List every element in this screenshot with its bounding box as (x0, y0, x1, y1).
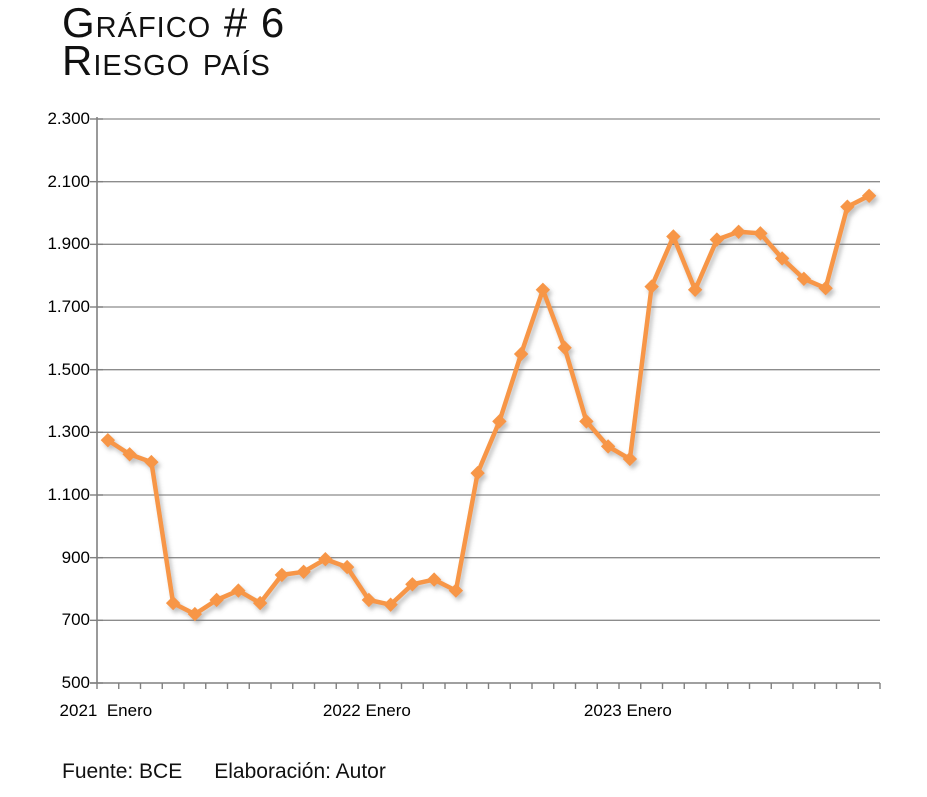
data-point-marker (122, 447, 137, 462)
data-point-marker (513, 346, 529, 362)
data-point-marker (144, 454, 159, 470)
data-point-marker (448, 583, 464, 598)
data-point-marker (600, 439, 616, 454)
data-point-marker (666, 229, 681, 244)
data-point-marker (861, 188, 877, 203)
data-point-marker (731, 224, 746, 239)
y-tick-label: 1.900 (47, 234, 90, 254)
data-point-marker (426, 572, 442, 587)
data-point-marker (209, 592, 224, 608)
x-tick-label: 2023 Enero (583, 701, 672, 720)
y-tick-label: 1.700 (47, 297, 90, 316)
x-tick-label: 2021 Enero (59, 701, 153, 720)
data-point-marker (557, 340, 572, 355)
riesgo-pais-series (100, 188, 877, 622)
data-point-marker (405, 577, 420, 592)
data-point-marker (274, 567, 290, 583)
data-point-marker (774, 251, 790, 266)
chart-subtitle: Riesgo país (62, 37, 271, 84)
data-point-marker (796, 271, 812, 286)
chart-title: Gráfico # 6 (62, 0, 286, 46)
data-point-marker (492, 414, 507, 429)
data-point-marker (100, 432, 116, 448)
series-line (105, 193, 872, 617)
y-tick-label: 700 (61, 610, 90, 630)
y-tick-label: 500 (61, 673, 90, 692)
data-point-marker (535, 282, 551, 297)
y-tick-label: 900 (61, 547, 90, 567)
data-point-marker (383, 597, 398, 612)
data-point-marker (252, 595, 268, 611)
source-text: Fuente: BCE (62, 760, 183, 783)
data-point-marker (644, 279, 659, 294)
elaboration-text: Elaboración: Autor (214, 760, 386, 783)
data-point-marker (687, 282, 703, 297)
data-point-marker (339, 559, 355, 575)
y-tick-label: 1.500 (47, 359, 90, 379)
chart-title-block: Gráfico # 6 Riesgo país (62, 0, 286, 84)
y-tick-label: 1.100 (47, 485, 90, 504)
data-point-marker (470, 465, 485, 481)
data-point-marker (187, 606, 203, 622)
y-tick-label: 2.300 (47, 109, 90, 128)
data-point-marker (840, 199, 855, 214)
data-point-marker (709, 232, 725, 247)
y-tick-label: 1.300 (47, 422, 90, 442)
source-note: Fuente: BCE Elaboración: Autor (62, 760, 386, 784)
data-point-marker (318, 552, 333, 567)
data-point-marker (296, 564, 311, 579)
x-tick-label: 2022 Enero (322, 701, 411, 720)
y-tick-label: 2.100 (47, 171, 90, 191)
data-point-marker (579, 414, 594, 429)
axes (90, 117, 881, 689)
data-point-marker (361, 592, 377, 608)
data-point-marker (622, 451, 638, 467)
data-point-marker (165, 595, 181, 611)
data-point-marker (818, 281, 833, 296)
data-point-marker (753, 226, 768, 241)
data-point-marker (231, 583, 246, 598)
horizontal-gridlines (97, 118, 880, 621)
